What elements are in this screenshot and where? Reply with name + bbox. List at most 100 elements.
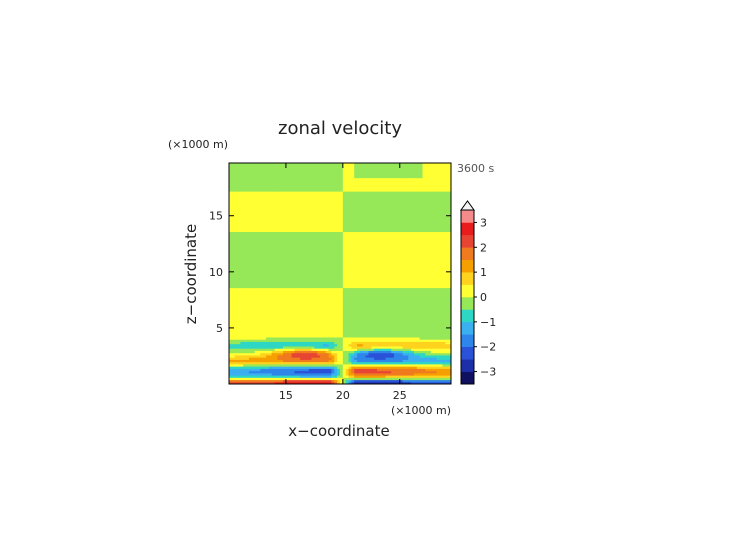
heatmap-cell bbox=[280, 370, 284, 374]
heatmap-cell bbox=[297, 287, 301, 291]
heatmap-cell bbox=[348, 307, 352, 311]
heatmap-cell bbox=[254, 370, 259, 374]
heatmap-cell bbox=[277, 251, 281, 255]
heatmap-cell bbox=[345, 258, 350, 262]
heatmap-cell bbox=[342, 321, 347, 325]
heatmap-cell bbox=[285, 265, 290, 268]
heatmap-cell bbox=[340, 285, 344, 289]
heatmap-cell bbox=[260, 244, 264, 248]
heatmap-cell bbox=[240, 184, 244, 188]
heatmap-cell bbox=[314, 314, 318, 318]
heatmap-cell bbox=[291, 231, 296, 235]
heatmap-cell bbox=[280, 314, 284, 318]
heatmap-cell bbox=[351, 368, 355, 372]
heatmap-cell bbox=[311, 202, 315, 206]
heatmap-cell bbox=[260, 357, 264, 360]
heatmap-cell bbox=[305, 208, 310, 212]
heatmap-cell bbox=[337, 168, 341, 172]
heatmap-cell bbox=[266, 357, 270, 360]
heatmap-cell bbox=[266, 251, 270, 255]
heatmap-cell bbox=[246, 345, 250, 349]
heatmap-cell bbox=[229, 265, 233, 268]
heatmap-cell bbox=[268, 251, 273, 255]
heatmap-cell bbox=[254, 368, 259, 372]
heatmap-cell bbox=[277, 292, 281, 295]
heatmap-cell bbox=[251, 327, 256, 331]
heatmap-cell bbox=[240, 204, 244, 208]
heatmap-cell bbox=[311, 208, 315, 212]
heatmap-cell bbox=[254, 265, 259, 268]
heatmap-cell bbox=[334, 276, 338, 280]
heatmap-cell bbox=[271, 224, 276, 228]
heatmap-cell bbox=[246, 359, 250, 363]
heatmap-cell bbox=[237, 350, 241, 354]
heatmap-cell bbox=[345, 233, 350, 237]
heatmap-cell bbox=[237, 238, 241, 241]
heatmap-cell bbox=[257, 224, 261, 228]
heatmap-cell bbox=[254, 352, 259, 356]
heatmap-cell bbox=[263, 191, 267, 194]
heatmap-cell bbox=[285, 211, 290, 215]
heatmap-cell bbox=[305, 211, 310, 215]
heatmap-cell bbox=[237, 258, 241, 262]
heatmap-cell bbox=[345, 325, 350, 329]
heatmap-cell bbox=[260, 222, 264, 226]
heatmap-cell bbox=[322, 222, 327, 226]
heatmap-cell bbox=[317, 314, 321, 318]
heatmap-cell bbox=[294, 197, 298, 201]
heatmap-cell bbox=[248, 287, 253, 291]
heatmap-cell bbox=[322, 170, 327, 174]
heatmap-cell bbox=[283, 258, 287, 262]
heatmap-cell bbox=[277, 217, 281, 221]
heatmap-cell bbox=[334, 341, 338, 345]
heatmap-cell bbox=[317, 235, 321, 239]
heatmap-cell bbox=[246, 332, 250, 336]
heatmap-cell bbox=[342, 262, 347, 266]
heatmap-cell bbox=[283, 188, 287, 192]
heatmap-cell bbox=[328, 283, 333, 286]
heatmap-cell bbox=[345, 179, 350, 183]
heatmap-cell bbox=[266, 343, 270, 347]
heatmap-cell bbox=[274, 280, 278, 284]
heatmap-cell bbox=[334, 175, 338, 179]
heatmap-cell bbox=[297, 354, 301, 358]
heatmap-cell bbox=[317, 220, 321, 224]
heatmap-cell bbox=[322, 314, 327, 318]
heatmap-cell bbox=[240, 327, 244, 331]
heatmap-cell bbox=[331, 334, 335, 338]
heatmap-cell bbox=[246, 247, 250, 250]
heatmap-cell bbox=[243, 215, 247, 219]
heatmap-cell bbox=[308, 164, 313, 167]
heatmap-cell bbox=[297, 312, 301, 316]
heatmap-cell bbox=[266, 303, 270, 307]
heatmap-cell bbox=[231, 343, 236, 347]
heatmap-cell bbox=[268, 276, 273, 280]
heatmap-cell bbox=[283, 206, 287, 210]
heatmap-cell bbox=[237, 366, 241, 369]
heatmap-cell bbox=[288, 294, 293, 298]
heatmap-cell bbox=[271, 182, 276, 185]
heatmap-cell bbox=[320, 368, 324, 372]
heatmap-cell bbox=[268, 361, 273, 365]
heatmap-cell bbox=[340, 208, 344, 212]
heatmap-cell bbox=[348, 191, 352, 194]
heatmap-cell bbox=[248, 251, 253, 255]
heatmap-cell bbox=[234, 294, 239, 298]
heatmap-cell bbox=[331, 343, 335, 347]
heatmap-cell bbox=[308, 372, 313, 376]
heatmap-cell bbox=[277, 256, 281, 259]
heatmap-cell bbox=[283, 208, 287, 212]
heatmap-cell bbox=[337, 339, 341, 342]
heatmap-cell bbox=[260, 211, 264, 215]
heatmap-cell bbox=[271, 186, 276, 190]
heatmap-cell bbox=[314, 368, 318, 372]
heatmap-cell bbox=[283, 334, 287, 338]
heatmap-cell bbox=[251, 276, 256, 280]
heatmap-cell bbox=[254, 182, 259, 185]
heatmap-cell bbox=[314, 247, 318, 250]
heatmap-cell bbox=[237, 217, 241, 221]
heatmap-cell bbox=[288, 224, 293, 228]
heatmap-cell bbox=[288, 197, 293, 201]
heatmap-cell bbox=[348, 298, 352, 302]
heatmap-cell bbox=[337, 314, 341, 318]
